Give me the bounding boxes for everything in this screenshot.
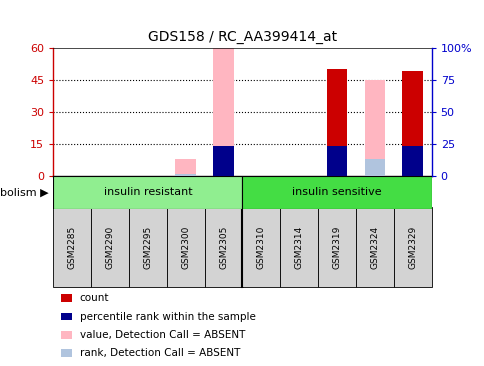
Bar	[53, 207, 91, 287]
Bar	[61, 331, 72, 339]
Bar	[242, 176, 431, 209]
Bar	[61, 294, 72, 302]
Bar	[175, 158, 196, 176]
Text: GSM2310: GSM2310	[257, 225, 265, 269]
Text: GSM2314: GSM2314	[294, 225, 303, 269]
Bar	[213, 146, 233, 176]
Bar	[318, 207, 355, 287]
Bar	[166, 207, 204, 287]
Text: GSM2329: GSM2329	[408, 225, 416, 269]
Bar	[402, 146, 422, 176]
Bar	[175, 173, 196, 176]
Text: GSM2305: GSM2305	[219, 225, 227, 269]
Text: GSM2295: GSM2295	[143, 225, 152, 269]
Bar	[364, 80, 384, 176]
Bar	[326, 146, 347, 176]
Bar	[53, 176, 242, 209]
Bar	[326, 69, 347, 176]
Bar	[61, 313, 72, 321]
Text: GSM2319: GSM2319	[332, 225, 341, 269]
Text: rank, Detection Call = ABSENT: rank, Detection Call = ABSENT	[80, 348, 240, 358]
Text: metabolism ▶: metabolism ▶	[0, 187, 48, 197]
Text: GSM2285: GSM2285	[68, 225, 76, 269]
Title: GDS158 / RC_AA399414_at: GDS158 / RC_AA399414_at	[148, 30, 336, 44]
Bar	[393, 207, 431, 287]
Bar	[242, 207, 280, 287]
Text: GSM2300: GSM2300	[181, 225, 190, 269]
Text: percentile rank within the sample: percentile rank within the sample	[80, 311, 255, 322]
Text: insulin sensitive: insulin sensitive	[292, 187, 381, 197]
Text: GSM2324: GSM2324	[370, 225, 378, 269]
Bar	[61, 349, 72, 357]
Text: count: count	[80, 293, 109, 303]
Bar	[91, 207, 129, 287]
Bar	[402, 71, 422, 176]
Text: insulin resistant: insulin resistant	[104, 187, 192, 197]
Bar	[129, 207, 166, 287]
Bar	[364, 158, 384, 176]
Text: GSM2290: GSM2290	[106, 225, 114, 269]
Text: value, Detection Call = ABSENT: value, Detection Call = ABSENT	[80, 330, 245, 340]
Bar	[204, 207, 242, 287]
Bar	[213, 48, 233, 176]
Bar	[355, 207, 393, 287]
Bar	[280, 207, 318, 287]
